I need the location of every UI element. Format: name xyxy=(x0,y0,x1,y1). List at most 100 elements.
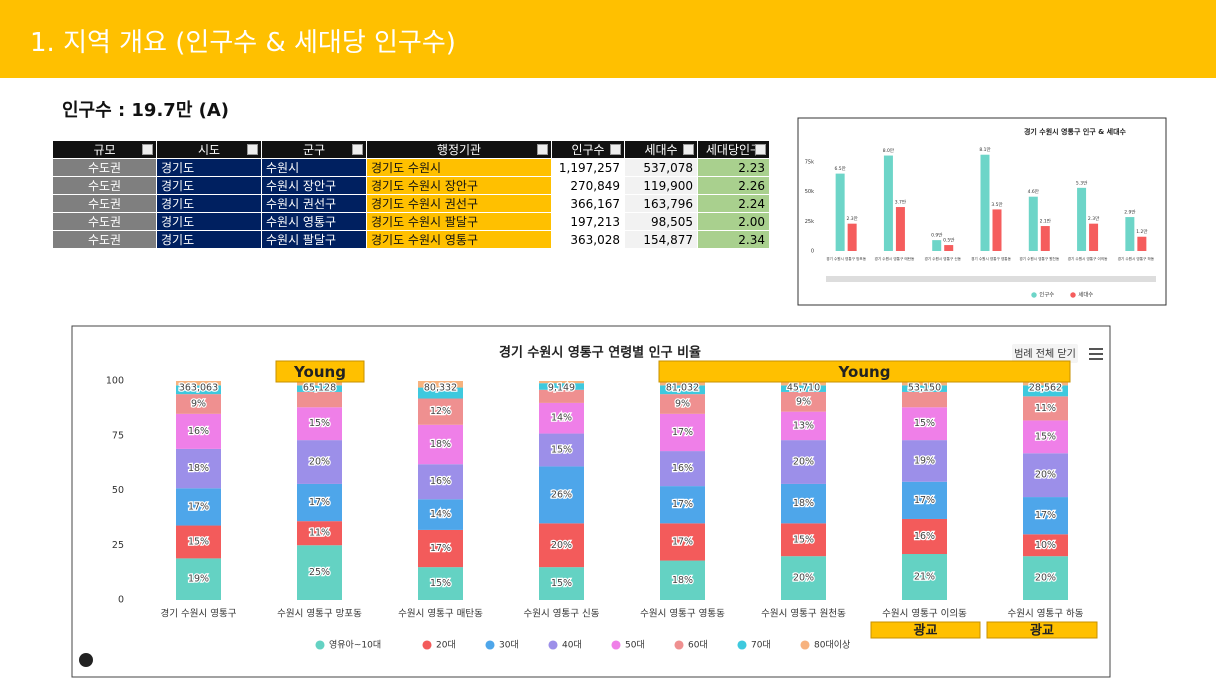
table-cell: 수원시 팔달구 xyxy=(261,230,367,249)
logo-icon xyxy=(79,653,93,667)
data-label: 20% xyxy=(793,573,814,584)
x-tick-label: 수원시 영통구 매탄동 xyxy=(398,609,483,620)
y-tick-label: 0 xyxy=(811,249,814,255)
data-label: 17% xyxy=(1035,510,1056,521)
bar-segment xyxy=(660,451,705,487)
legend-toggle-button[interactable] xyxy=(1012,344,1078,363)
data-label: 17% xyxy=(672,499,693,510)
bar-segment xyxy=(418,398,463,425)
annotation: Young xyxy=(838,363,891,381)
column-header: 세대당인구 xyxy=(697,140,770,159)
data-label: 20% xyxy=(551,540,572,551)
data-label: 15% xyxy=(914,418,935,429)
legend-label: 50대 xyxy=(625,640,645,651)
filter-button[interactable] xyxy=(683,144,694,155)
data-label: 15% xyxy=(793,534,814,545)
bar-segment xyxy=(902,381,947,386)
data-label: 18% xyxy=(672,575,693,586)
table-cell: 경기도 수원시 영통구 xyxy=(366,230,552,249)
bar-segment xyxy=(176,525,221,559)
filter-button[interactable] xyxy=(610,144,621,155)
data-label: 9% xyxy=(675,398,690,409)
y-tick-label: 25 xyxy=(112,540,124,551)
legend-label: 영유아~10대 xyxy=(329,640,381,651)
filter-button[interactable] xyxy=(352,144,363,155)
table-cell: 경기도 수원시 권선구 xyxy=(366,194,552,213)
bar-segment xyxy=(297,440,342,484)
bar-segment xyxy=(539,567,584,600)
data-label: 19% xyxy=(188,574,209,585)
total-label: 28,562 xyxy=(1029,383,1062,394)
bar-segment xyxy=(297,521,342,546)
data-label: 9% xyxy=(796,396,811,407)
bar-segment xyxy=(297,381,342,386)
data-label: 13% xyxy=(793,420,814,431)
total-label: 81,032 xyxy=(666,383,699,394)
table-row: 수도권 경기도 수원시 경기도 수원시 1,197,257 537,078 2.23 xyxy=(52,158,770,177)
table-cell: 154,877 xyxy=(624,230,698,249)
legend-marker xyxy=(548,640,558,650)
x-tick-label: 수원시 영통구 신동 xyxy=(524,609,600,620)
filter-button[interactable] xyxy=(755,144,766,155)
data-label: 12% xyxy=(430,406,451,417)
legend-label: 30대 xyxy=(499,640,519,651)
chart-title: 경기 수원시 영통구 연령별 인구 비율 xyxy=(499,345,701,361)
data-label: 17% xyxy=(672,536,693,547)
data-label: 14% xyxy=(430,509,451,520)
bar-segment xyxy=(902,554,947,600)
data-label: 3.7만 xyxy=(895,199,906,206)
y-tick-label: 50 xyxy=(112,485,124,496)
bar xyxy=(932,240,942,251)
bar-segment xyxy=(781,440,826,484)
data-label: 20% xyxy=(1035,573,1056,584)
filter-button[interactable] xyxy=(142,144,153,155)
table-cell: 2.34 xyxy=(697,230,770,249)
data-label: 17% xyxy=(430,543,451,554)
bar-segment xyxy=(660,560,705,600)
x-tick-label: 수원시 영통구 이의동 xyxy=(882,609,967,620)
data-label: 9% xyxy=(191,398,206,409)
data-label: 21% xyxy=(914,572,935,583)
data-label: 8.1만 xyxy=(979,146,990,153)
bar-segment xyxy=(660,385,705,395)
table-cell: 수원시 영통구 xyxy=(261,212,367,231)
bar-segment xyxy=(539,402,584,434)
bar-segment xyxy=(1023,534,1068,557)
subtitle: 인구수 : 19.7만 (A) xyxy=(62,100,230,121)
data-label: 17% xyxy=(309,497,330,508)
legend-toggle-label[interactable]: 범례 전체 닫기 xyxy=(1014,348,1076,360)
legend-marker xyxy=(674,640,684,650)
bar-segment xyxy=(781,411,826,441)
bar-segment xyxy=(539,383,584,390)
x-tick-label: 수원시 영통구 영통동 xyxy=(640,609,725,620)
bar xyxy=(992,209,1002,251)
annotation: 광교 xyxy=(914,624,938,639)
table-cell: 경기도 수원시 xyxy=(366,158,552,177)
total-label: 53,150 xyxy=(908,383,941,394)
bar-segment xyxy=(902,385,947,392)
data-label: 11% xyxy=(309,528,330,539)
data-label: 26% xyxy=(551,489,572,500)
bar-segment xyxy=(781,391,826,412)
data-label: 15% xyxy=(309,418,330,429)
x-tick-label: 경기 수원시 영통구 하동 xyxy=(1118,256,1155,261)
data-label: 1.2만 xyxy=(1136,228,1147,235)
bar-segment xyxy=(297,391,342,408)
legend-marker xyxy=(1031,292,1037,298)
bar xyxy=(1125,217,1135,251)
table-cell: 270,849 xyxy=(551,176,625,195)
bar-segment xyxy=(539,466,584,524)
data-label: 17% xyxy=(914,495,935,506)
filter-button[interactable] xyxy=(537,144,548,155)
bar-segment xyxy=(176,394,221,414)
data-label: 0.9만 xyxy=(931,232,942,239)
total-label: 80,332 xyxy=(424,383,457,394)
bar-segment xyxy=(297,385,342,392)
table-cell: 수도권 xyxy=(52,212,157,231)
bar-segment xyxy=(176,413,221,449)
data-label: 8.0만 xyxy=(883,147,894,154)
filter-button[interactable] xyxy=(247,144,258,155)
menu-icon[interactable] xyxy=(1089,348,1103,360)
scrollbar xyxy=(826,276,1156,282)
table-row: 수도권 경기도 수원시 권선구 경기도 수원시 권선구 366,167 163,796 2.… xyxy=(52,194,770,213)
